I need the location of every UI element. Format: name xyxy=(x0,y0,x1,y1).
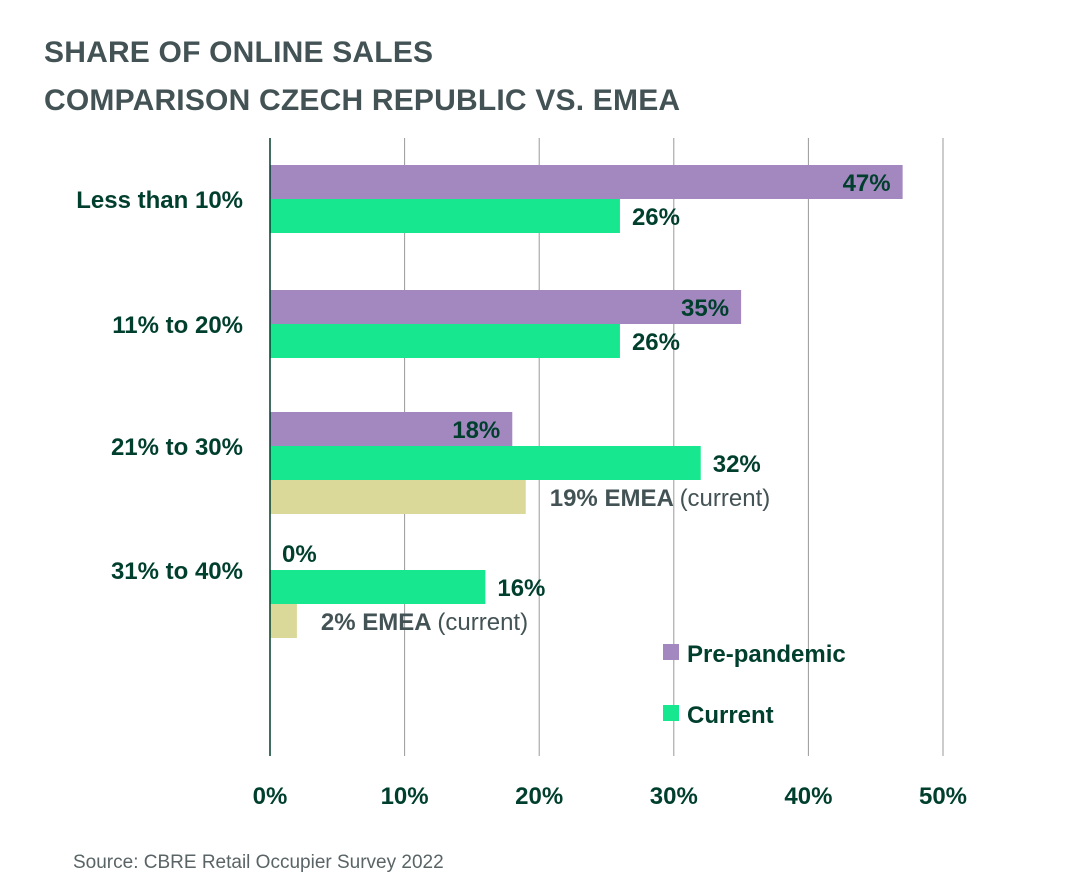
data-label-emea: 19% EMEA (current) xyxy=(550,485,771,512)
x-tick-label: 10% xyxy=(381,783,429,810)
category-label: Less than 10% xyxy=(76,187,243,214)
data-label: 32% xyxy=(713,451,761,478)
data-label: 18% xyxy=(452,417,500,444)
x-tick-label: 40% xyxy=(784,783,832,810)
bar-current xyxy=(270,324,620,358)
x-tick-label: 30% xyxy=(650,783,698,810)
data-label: 35% xyxy=(681,295,729,322)
x-tick-label: 50% xyxy=(919,783,967,810)
emea-suffix: (current) xyxy=(680,485,771,512)
bar-current xyxy=(270,446,701,480)
legend-swatch xyxy=(663,705,679,721)
emea-suffix: (current) xyxy=(437,609,528,636)
emea-value: 2% EMEA xyxy=(321,609,437,636)
data-label: 26% xyxy=(632,329,680,356)
category-label: 21% to 30% xyxy=(111,434,243,461)
chart-title-line-1: SHARE OF ONLINE SALES xyxy=(44,36,434,69)
bar-pre-pandemic xyxy=(270,412,513,446)
emea-value: 19% EMEA xyxy=(550,485,680,512)
x-tick-label: 20% xyxy=(515,783,563,810)
legend-label: Pre-pandemic xyxy=(687,641,846,668)
category-label: 31% to 40% xyxy=(111,558,243,585)
data-label-emea: 2% EMEA (current) xyxy=(321,609,528,636)
x-tick-label: 0% xyxy=(253,783,288,810)
bar-current xyxy=(270,199,620,233)
legend-label: Current xyxy=(687,702,774,729)
category-label: 11% to 20% xyxy=(112,312,243,339)
bar-emea-current xyxy=(270,480,526,514)
data-label: 26% xyxy=(632,204,680,231)
source-note: Source: CBRE Retail Occupier Survey 2022 xyxy=(73,852,444,873)
data-label: 16% xyxy=(497,575,545,602)
bar-pre-pandemic xyxy=(270,290,742,324)
legend-swatch xyxy=(663,644,679,660)
bar-emea-current xyxy=(270,604,297,638)
data-label: 47% xyxy=(843,170,891,197)
bar-current xyxy=(270,570,486,604)
bar-pre-pandemic xyxy=(270,165,903,199)
data-label: 0% xyxy=(282,541,317,568)
chart-title-line-2: COMPARISON CZECH REPUBLIC VS. EMEA xyxy=(44,84,681,117)
